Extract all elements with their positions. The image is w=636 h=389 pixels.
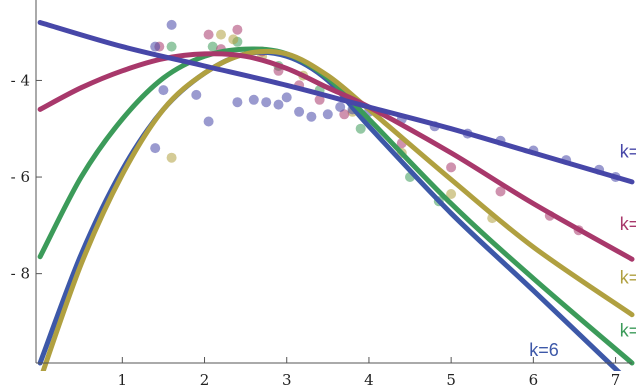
scatter-point-k2 [203,116,214,127]
x-tick-label: 1 [118,371,128,389]
x-tick-label: 5 [446,371,456,389]
x-tick-label: 4 [364,371,374,389]
axes: 1 2 3 4 5 6 7 - 4 - 6 - 8 [11,0,632,389]
scatter-point-k3 [339,109,350,120]
scatter-point-k3 [314,94,325,105]
series-label-k4: k=4 [620,267,636,287]
series-labels: k=2 k=3 k=4 k=5 k=6 [529,142,636,360]
scatter-point-k2 [150,143,161,154]
scatter-point-k2 [294,106,305,117]
scatter-point-k2 [232,97,243,108]
scatter-point-k2 [261,97,272,108]
y-tick-label: - 8 [11,265,30,283]
series-label-k2: k=2 [620,142,636,162]
scatter-point-k3 [446,162,457,173]
curve-layer [37,20,635,371]
scatter-point-k2 [335,102,346,112]
x-tick-label: 2 [200,371,210,389]
x-tick-label: 7 [611,371,621,389]
scatter-point-k3 [495,186,506,197]
scatter-point-k3 [232,24,243,35]
scatter-point-k2 [281,92,292,103]
curve-k6 [37,49,622,371]
series-label-k3: k=3 [620,214,636,234]
scatter-point-k2 [306,111,317,122]
y-tick-label: - 6 [11,168,30,186]
scatter-point-k2 [191,89,202,100]
scatter-point-k2 [166,19,177,30]
scatter-point-k5 [355,123,366,134]
scatter-point-k3 [203,29,214,40]
scatter-point-k2 [322,109,333,120]
series-label-k6: k=6 [529,340,559,360]
scatter-point-k4 [166,152,177,163]
scatter-point-k2 [273,99,284,110]
scatter-point-k5 [207,41,218,52]
curve-k4 [40,48,635,371]
scatter-point-k5 [166,41,177,52]
series-label-k5: k=5 [620,320,636,340]
x-tick-label: 6 [529,371,539,389]
curve-k2 [37,20,635,185]
scatter-point-k2 [158,85,169,96]
scatter-point-k2 [248,94,259,105]
scatter-point-k2 [150,41,161,52]
scatter-point-k4 [216,29,226,40]
curve-k3 [37,51,635,262]
y-tick-label: - 4 [11,71,30,89]
scatter-point-k4 [446,189,457,199]
scatter-point-k4 [228,34,239,45]
x-tick-label: 3 [282,371,292,389]
